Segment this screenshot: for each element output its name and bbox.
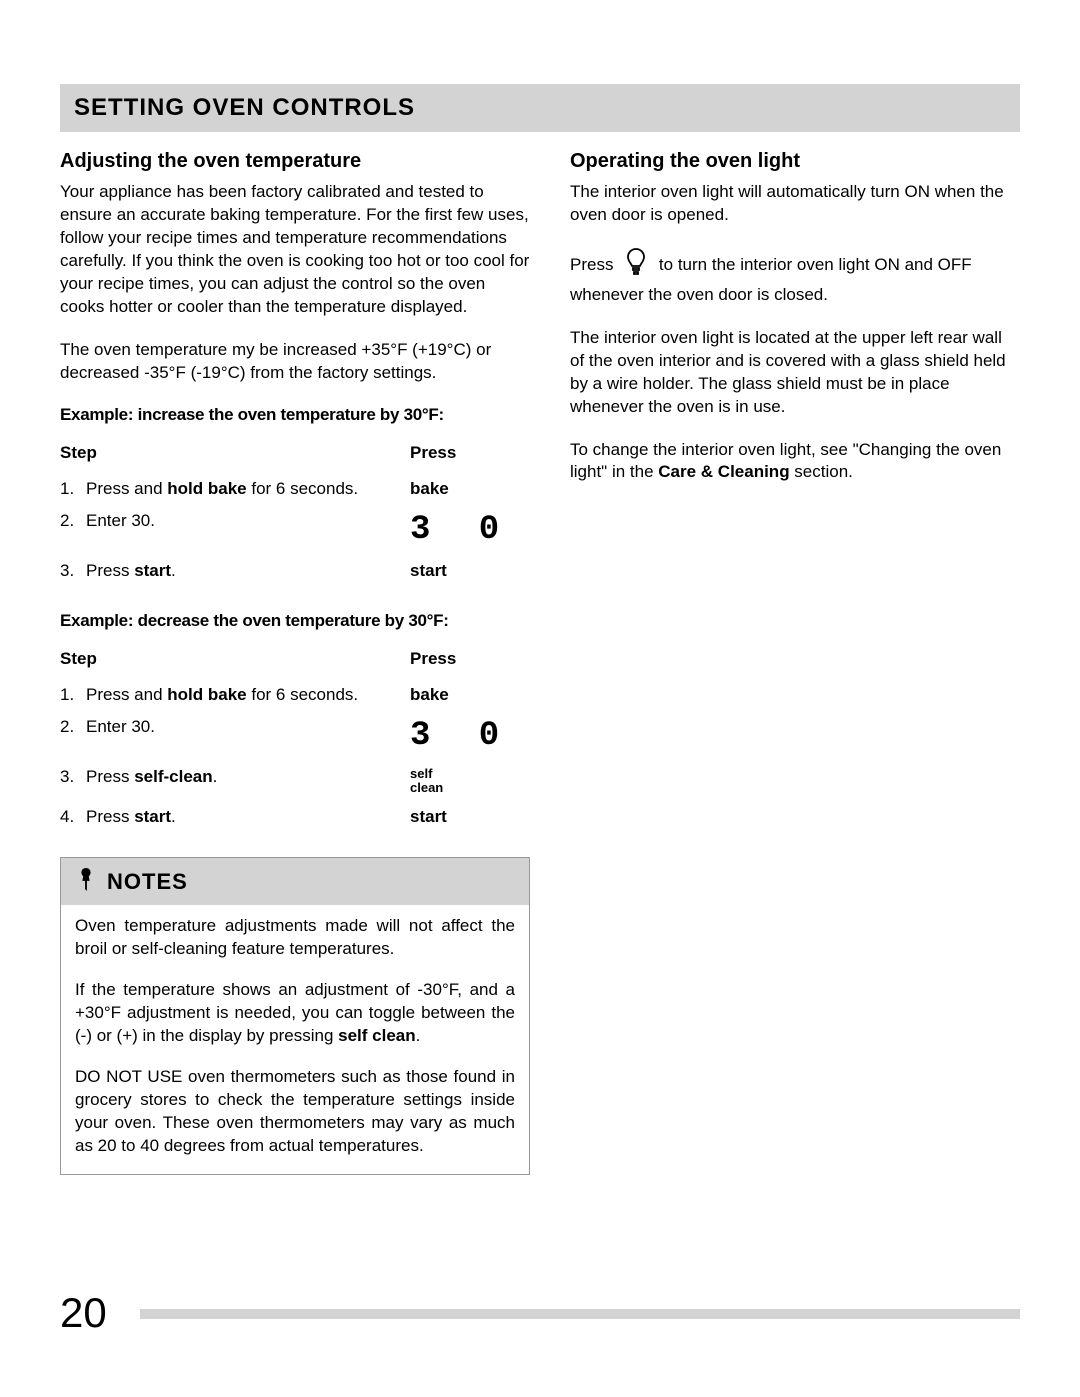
step-num: 1. — [60, 473, 86, 505]
notes-p1: Oven temperature adjustments made will n… — [75, 915, 515, 961]
press-label: bake — [410, 679, 530, 711]
col-press: Press — [410, 645, 530, 679]
notes-p3: DO NOT USE oven thermometers such as tho… — [75, 1066, 515, 1158]
pushpin-icon — [75, 866, 97, 897]
step-num: 3. — [60, 555, 86, 587]
step-text: Press and hold bake for 6 seconds. — [86, 679, 410, 711]
notes-heading: NOTES — [107, 869, 188, 895]
press-digital: 3 0 — [410, 505, 530, 555]
notes-header: NOTES — [61, 858, 529, 905]
left-p2: The oven temperature my be increased +35… — [60, 339, 530, 385]
right-heading: Operating the oven light — [570, 150, 1020, 173]
step-num: 4. — [60, 801, 86, 833]
step-text: Press start. — [86, 555, 410, 587]
notes-p2: If the temperature shows an adjustment o… — [75, 979, 515, 1048]
page-number: 20 — [60, 1289, 107, 1337]
step-text: Press self-clean. — [86, 761, 410, 802]
step-num: 2. — [60, 711, 86, 761]
footer-bar — [140, 1309, 1020, 1319]
left-heading: Adjusting the oven temperature — [60, 150, 530, 173]
press-digital: 3 0 — [410, 711, 530, 761]
columns: Adjusting the oven temperature Your appl… — [60, 150, 1020, 1175]
press-label: start — [410, 555, 530, 587]
step-num: 3. — [60, 761, 86, 802]
col-step: Step — [60, 645, 410, 679]
col-step: Step — [60, 439, 410, 473]
table-row: 2. Enter 30. 3 0 — [60, 505, 530, 555]
notes-body: Oven temperature adjustments made will n… — [61, 905, 529, 1173]
press-stacked: selfclean — [410, 761, 530, 802]
table-header-row: Step Press — [60, 439, 530, 473]
table-row: 2. Enter 30. 3 0 — [60, 711, 530, 761]
table-increase: Step Press 1. Press and hold bake for 6 … — [60, 439, 530, 587]
press-label: start — [410, 801, 530, 833]
lightbulb-icon — [624, 247, 648, 284]
right-p2: Press to turn the interior oven light ON… — [570, 247, 1020, 307]
table-row: 4. Press start. start — [60, 801, 530, 833]
page-title-bar: SETTING OVEN CONTROLS — [60, 84, 1020, 132]
table-decrease: Step Press 1. Press and hold bake for 6 … — [60, 645, 530, 834]
table-row: 3. Press start. start — [60, 555, 530, 587]
step-text: Enter 30. — [86, 711, 410, 761]
right-p3: The interior oven light is located at th… — [570, 327, 1020, 419]
step-num: 1. — [60, 679, 86, 711]
step-text: Press start. — [86, 801, 410, 833]
table-row: 1. Press and hold bake for 6 seconds. ba… — [60, 473, 530, 505]
right-p1: The interior oven light will automatical… — [570, 181, 1020, 227]
step-text: Press and hold bake for 6 seconds. — [86, 473, 410, 505]
table-header-row: Step Press — [60, 645, 530, 679]
page-title: SETTING OVEN CONTROLS — [74, 94, 1006, 122]
step-text: Enter 30. — [86, 505, 410, 555]
example2-heading: Example: decrease the oven temperature b… — [60, 611, 530, 631]
left-column: Adjusting the oven temperature Your appl… — [60, 150, 530, 1175]
left-p1: Your appliance has been factory calibrat… — [60, 181, 530, 319]
table-row: 3. Press self-clean. selfclean — [60, 761, 530, 802]
table-row: 1. Press and hold bake for 6 seconds. ba… — [60, 679, 530, 711]
example1-heading: Example: increase the oven temperature b… — [60, 405, 530, 425]
notes-box: NOTES Oven temperature adjustments made … — [60, 857, 530, 1174]
step-num: 2. — [60, 505, 86, 555]
right-p4: To change the interior oven light, see "… — [570, 439, 1020, 485]
press-label: bake — [410, 473, 530, 505]
right-column: Operating the oven light The interior ov… — [570, 150, 1020, 1175]
col-press: Press — [410, 439, 530, 473]
